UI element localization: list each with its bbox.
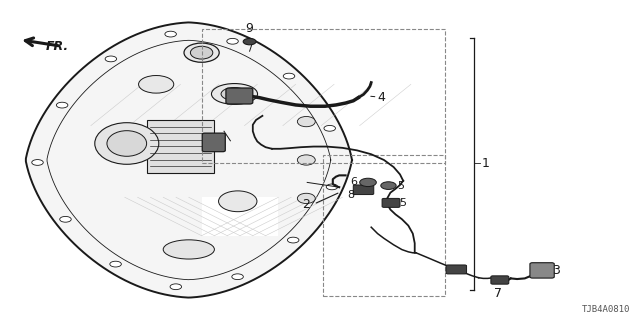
Ellipse shape	[221, 88, 248, 100]
Text: 3: 3	[552, 264, 559, 277]
Bar	[202, 197, 278, 236]
FancyBboxPatch shape	[202, 133, 225, 152]
Text: 8: 8	[348, 190, 355, 200]
Ellipse shape	[219, 191, 257, 212]
Text: 2: 2	[302, 198, 310, 211]
Circle shape	[110, 261, 122, 267]
Ellipse shape	[95, 123, 159, 164]
Circle shape	[232, 274, 243, 280]
FancyBboxPatch shape	[382, 198, 400, 207]
Bar	[202, 29, 445, 163]
FancyBboxPatch shape	[226, 88, 253, 104]
Circle shape	[105, 56, 116, 62]
Circle shape	[170, 284, 182, 290]
Text: 4: 4	[378, 91, 385, 104]
FancyBboxPatch shape	[491, 276, 509, 284]
Text: TJB4A0810: TJB4A0810	[582, 305, 630, 314]
Text: 9: 9	[246, 22, 253, 35]
Ellipse shape	[184, 43, 219, 62]
Text: 1: 1	[481, 157, 489, 170]
Ellipse shape	[139, 76, 174, 93]
FancyBboxPatch shape	[530, 263, 554, 278]
Ellipse shape	[107, 131, 147, 156]
Ellipse shape	[211, 84, 257, 104]
Ellipse shape	[298, 116, 316, 127]
Circle shape	[287, 237, 299, 243]
Circle shape	[326, 184, 338, 190]
Ellipse shape	[298, 155, 316, 165]
Circle shape	[56, 102, 68, 108]
Ellipse shape	[163, 240, 214, 259]
Circle shape	[381, 182, 396, 189]
Ellipse shape	[191, 46, 212, 59]
Circle shape	[243, 38, 256, 45]
Polygon shape	[26, 22, 352, 298]
Text: 6: 6	[350, 177, 357, 187]
Circle shape	[360, 178, 376, 187]
Circle shape	[227, 38, 238, 44]
Circle shape	[60, 216, 71, 222]
Circle shape	[32, 160, 44, 165]
Text: 5: 5	[397, 181, 404, 191]
Ellipse shape	[298, 193, 316, 204]
Text: FR.: FR.	[46, 40, 69, 53]
Text: 7: 7	[494, 287, 502, 300]
Circle shape	[324, 125, 335, 131]
Bar	[147, 120, 214, 173]
Circle shape	[284, 73, 295, 79]
Bar	[323, 155, 445, 296]
FancyBboxPatch shape	[353, 185, 374, 195]
FancyBboxPatch shape	[446, 265, 467, 274]
Text: 5: 5	[399, 198, 406, 208]
Circle shape	[165, 31, 177, 37]
